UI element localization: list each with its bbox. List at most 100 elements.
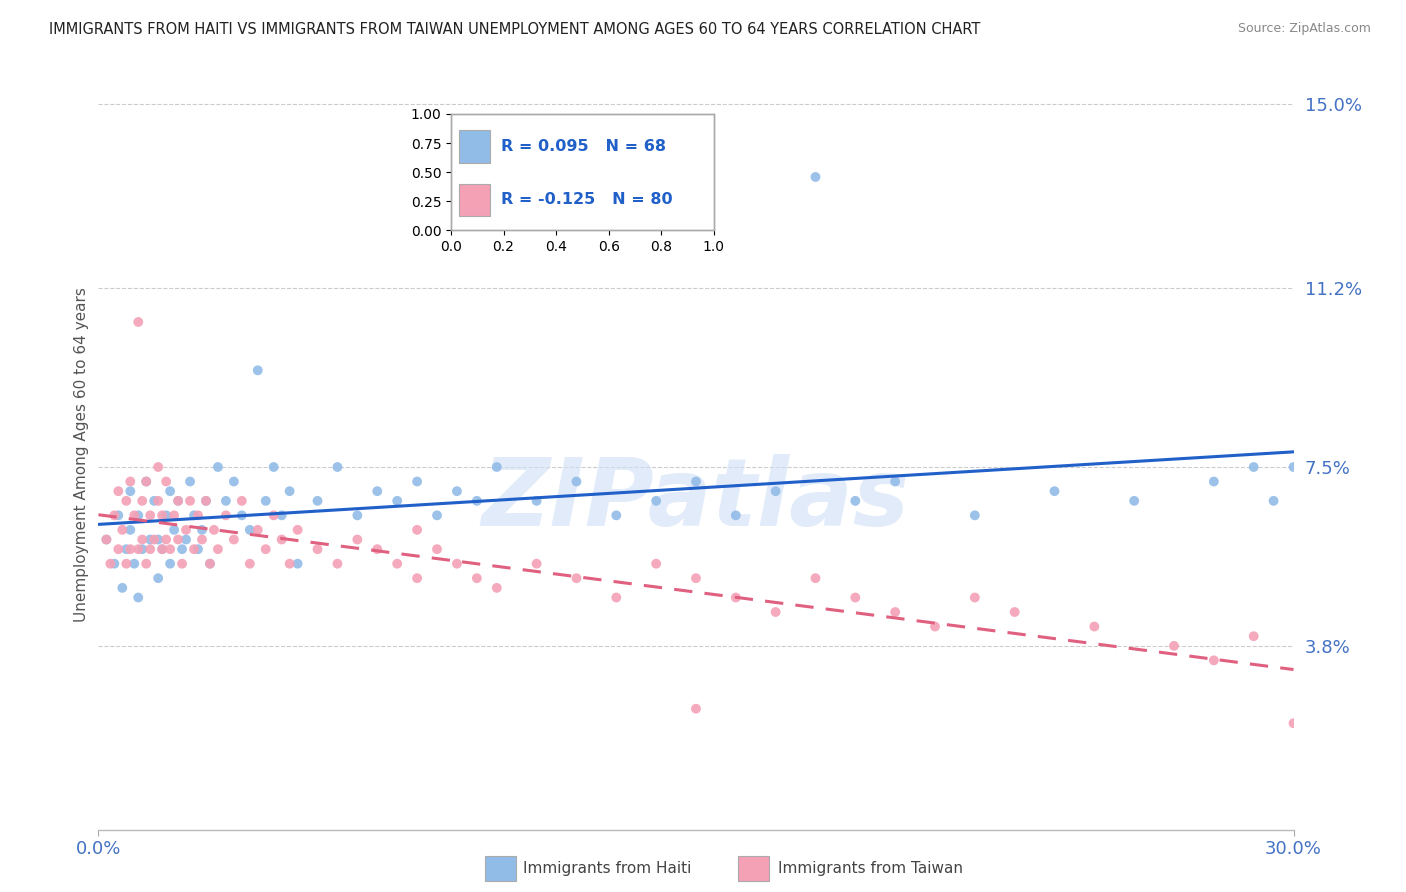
Point bbox=[385, 493, 409, 508]
Point bbox=[96, 533, 118, 547]
Point bbox=[565, 571, 588, 585]
Point bbox=[1123, 493, 1146, 508]
Point bbox=[246, 523, 269, 537]
Y-axis label: Unemployment Among Ages 60 to 64 years: Unemployment Among Ages 60 to 64 years bbox=[75, 287, 89, 623]
Point bbox=[278, 484, 301, 499]
Point bbox=[884, 605, 907, 619]
Point bbox=[155, 533, 177, 547]
Point bbox=[239, 523, 262, 537]
Point bbox=[645, 493, 668, 508]
Point bbox=[270, 533, 292, 547]
Point bbox=[215, 493, 238, 508]
Point bbox=[1043, 484, 1066, 499]
Point bbox=[124, 557, 146, 571]
Point bbox=[844, 591, 866, 605]
Point bbox=[215, 508, 238, 523]
Point bbox=[131, 533, 153, 547]
Point bbox=[183, 542, 205, 557]
Point bbox=[346, 533, 368, 547]
Point bbox=[150, 542, 173, 557]
Point bbox=[143, 533, 166, 547]
Point bbox=[307, 493, 329, 508]
Point bbox=[107, 508, 129, 523]
Point bbox=[174, 523, 197, 537]
Point bbox=[127, 591, 149, 605]
Point bbox=[139, 533, 162, 547]
Point bbox=[724, 591, 747, 605]
Point bbox=[924, 619, 946, 633]
Point bbox=[163, 508, 186, 523]
Point bbox=[159, 484, 181, 499]
Point bbox=[765, 605, 787, 619]
Point bbox=[1263, 493, 1285, 508]
Point bbox=[231, 493, 253, 508]
Point bbox=[115, 557, 138, 571]
Point bbox=[485, 581, 508, 595]
Point bbox=[1243, 629, 1265, 643]
Point bbox=[526, 557, 548, 571]
Point bbox=[207, 460, 229, 475]
Point bbox=[406, 571, 429, 585]
Point bbox=[804, 169, 827, 184]
Point bbox=[1202, 653, 1225, 667]
Point bbox=[246, 363, 269, 377]
Point bbox=[120, 542, 142, 557]
Point bbox=[111, 581, 134, 595]
Text: IMMIGRANTS FROM HAITI VS IMMIGRANTS FROM TAIWAN UNEMPLOYMENT AMONG AGES 60 TO 64: IMMIGRANTS FROM HAITI VS IMMIGRANTS FROM… bbox=[49, 22, 980, 37]
Point bbox=[167, 493, 190, 508]
Point bbox=[115, 542, 138, 557]
Point bbox=[765, 484, 787, 499]
Point bbox=[148, 571, 170, 585]
Point bbox=[326, 557, 349, 571]
Point bbox=[202, 523, 225, 537]
Point bbox=[98, 557, 122, 571]
Point bbox=[127, 542, 149, 557]
Point bbox=[187, 508, 209, 523]
Point bbox=[120, 475, 142, 489]
Point bbox=[103, 557, 125, 571]
Point bbox=[485, 460, 508, 475]
Point bbox=[103, 508, 125, 523]
Point bbox=[135, 557, 157, 571]
Point bbox=[465, 493, 488, 508]
Point bbox=[150, 508, 173, 523]
Point bbox=[139, 542, 162, 557]
Point bbox=[231, 508, 253, 523]
Point bbox=[167, 493, 190, 508]
Point bbox=[111, 523, 134, 537]
Text: ZIPatlas: ZIPatlas bbox=[482, 454, 910, 546]
Point bbox=[526, 493, 548, 508]
Text: Immigrants from Taiwan: Immigrants from Taiwan bbox=[778, 862, 963, 876]
Point bbox=[198, 557, 221, 571]
Point bbox=[605, 508, 627, 523]
Point bbox=[1282, 716, 1305, 731]
Point bbox=[406, 523, 429, 537]
Point bbox=[884, 475, 907, 489]
Point bbox=[159, 557, 181, 571]
Point bbox=[131, 542, 153, 557]
Point bbox=[1083, 619, 1105, 633]
Point bbox=[143, 493, 166, 508]
Point bbox=[565, 475, 588, 489]
Text: Source: ZipAtlas.com: Source: ZipAtlas.com bbox=[1237, 22, 1371, 36]
Point bbox=[115, 493, 138, 508]
Point bbox=[287, 523, 309, 537]
Point bbox=[366, 484, 388, 499]
Point bbox=[406, 475, 429, 489]
Point bbox=[270, 508, 292, 523]
Point bbox=[254, 542, 277, 557]
Point bbox=[366, 542, 388, 557]
Point bbox=[179, 475, 201, 489]
Point bbox=[135, 475, 157, 489]
Point bbox=[148, 493, 170, 508]
Point bbox=[148, 460, 170, 475]
Point bbox=[167, 533, 190, 547]
Point bbox=[191, 523, 214, 537]
Point bbox=[1004, 605, 1026, 619]
Point bbox=[446, 557, 468, 571]
Point bbox=[155, 475, 177, 489]
Point bbox=[172, 557, 194, 571]
Point bbox=[385, 557, 409, 571]
Point bbox=[150, 542, 173, 557]
Text: Immigrants from Haiti: Immigrants from Haiti bbox=[523, 862, 692, 876]
